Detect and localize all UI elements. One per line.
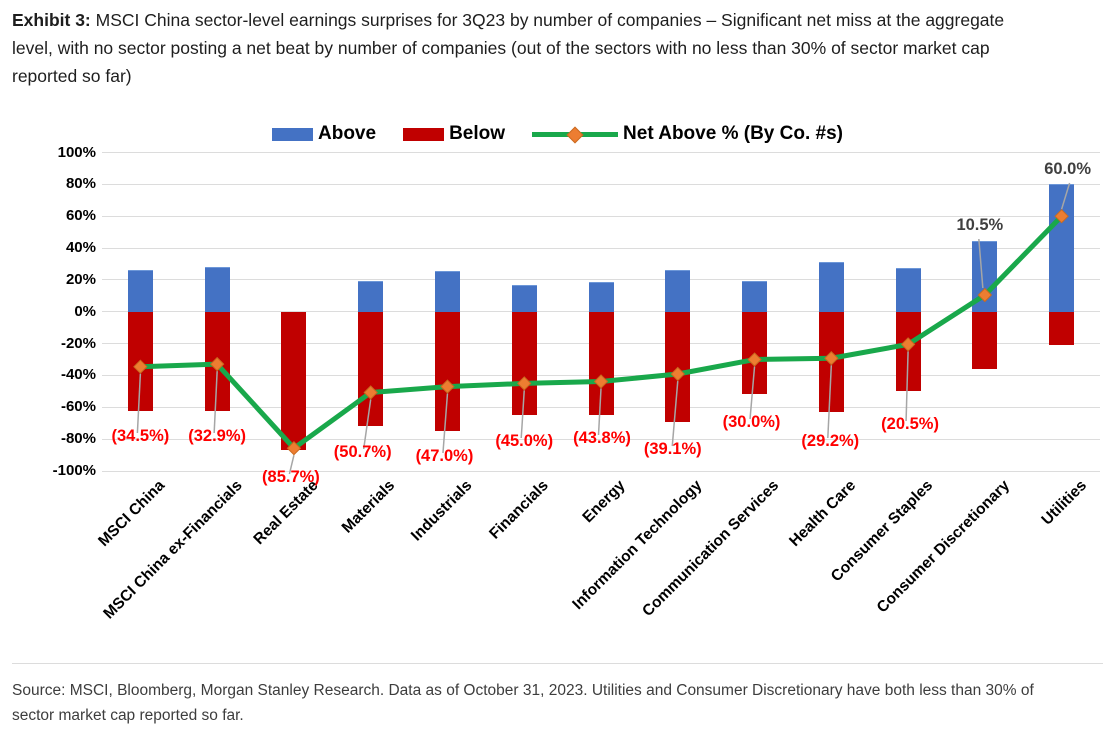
legend-item-net: Net Above % (By Co. #s) [532,123,843,145]
x-axis-category-label: MSCI China [95,477,169,550]
net-value-label-negative: (29.2%) [801,432,860,450]
x-axis-category-label: MSCI China ex-Financials [99,477,246,623]
bar-above [511,285,537,313]
y-axis-tick-label: -80% [60,430,96,448]
bar-above [127,269,153,313]
net-value-label-negative: (47.0%) [415,447,474,465]
legend-swatch-above-icon [272,127,313,141]
net-value-label-negative: (85.7%) [262,468,320,486]
net-value-label-negative: (30.0%) [722,413,781,431]
bar-below [127,311,153,412]
bar-above [972,240,998,313]
net-value-label-negative: (34.5%) [111,427,170,445]
y-axis-tick-label: -40% [60,366,96,384]
bar-above [358,280,384,313]
x-axis-category-label: Information Technology [569,477,706,614]
y-axis-tick-label: 100% [57,143,96,161]
y-axis-tick-label: -20% [60,334,96,352]
x-axis-category-label: Materials [339,477,399,537]
gridline [102,215,1100,217]
x-axis-category-label: Financials [486,477,553,543]
bar-below [281,311,307,450]
legend-label-above: Above [318,123,377,144]
net-value-label-positive: 10.5% [956,216,1004,234]
bar-below [742,311,768,394]
y-axis-tick-label: 20% [65,270,96,288]
source-note-line2: sector market cap reported so far. [12,706,244,724]
net-value-label-positive: 60.0% [1044,160,1092,178]
exhibit-title-line3: reported so far) [12,66,132,86]
net-value-label-negative: (45.0%) [495,432,554,450]
bar-below [204,311,230,412]
legend-label-net: Net Above % (By Co. #s) [623,123,843,144]
bar-above [818,262,844,313]
bar-below [818,311,844,413]
bar-below [588,311,614,416]
gridline [102,247,1100,249]
chart-legend: Above Below Net Above % (By Co. #s) [0,123,1115,145]
exhibit-number: Exhibit 3: [12,10,91,30]
legend-item-below: Below [403,123,505,145]
bar-below [895,311,921,392]
bar-below [434,311,460,432]
bar-below [1049,311,1075,346]
bar-below [511,311,537,416]
legend-item-above: Above [272,123,376,145]
legend-line-marker-icon [532,126,619,143]
net-value-label-negative: (32.9%) [188,427,247,445]
net-value-label-negative: (43.8%) [573,429,631,447]
bar-above [742,280,768,313]
x-axis-category-label: Energy [579,477,630,527]
gridline [102,152,1100,153]
gridline [102,279,1100,281]
bar-below [358,311,384,427]
x-axis-category-label: Utilities [1038,477,1090,529]
gridline [102,470,1100,472]
bar-above [1049,184,1075,313]
exhibit-title-line1: Exhibit 3: MSCI China sector-level earni… [12,6,1108,34]
x-axis-category-label: Consumer Discretionary [873,477,1013,617]
bar-above [204,267,230,313]
net-value-label-negative: (50.7%) [333,443,392,461]
x-axis-category-label: Health Care [786,477,860,550]
exhibit-title-text: MSCI China sector-level earnings surpris… [90,10,1005,30]
bar-above [895,267,921,313]
gridline [102,183,1100,185]
bar-above [434,271,460,313]
y-axis-tick-label: 0% [74,302,96,320]
source-note-line1: Source: MSCI, Bloomberg, Morgan Stanley … [12,682,1034,699]
bar-above [665,270,691,313]
exhibit-title: Exhibit 3: MSCI China sector-level earni… [12,6,1108,90]
y-axis-tick-label: 40% [65,239,96,257]
y-axis-tick-label: 60% [65,207,96,225]
x-axis-category-label: Communication Services [639,477,783,620]
x-axis-category-label: Industrials [408,477,476,545]
bar-below [665,311,691,422]
x-axis-category-label: Real Estate [250,477,322,549]
net-value-label-negative: (39.1%) [643,440,702,458]
legend-label-below: Below [449,123,506,144]
source-note: Source: MSCI, Bloomberg, Morgan Stanley … [12,679,1112,728]
y-axis-tick-label: -60% [60,398,96,416]
y-axis-tick-label: 80% [65,175,96,193]
y-axis-tick-label: -100% [52,462,96,479]
bar-below [972,311,998,370]
legend-swatch-below-icon [403,127,445,141]
net-value-label-negative: (20.5%) [881,415,939,433]
exhibit-title-line2: level, with no sector posting a net beat… [12,38,990,58]
figure-bottom-rule [12,663,1103,664]
bar-above [588,282,614,313]
